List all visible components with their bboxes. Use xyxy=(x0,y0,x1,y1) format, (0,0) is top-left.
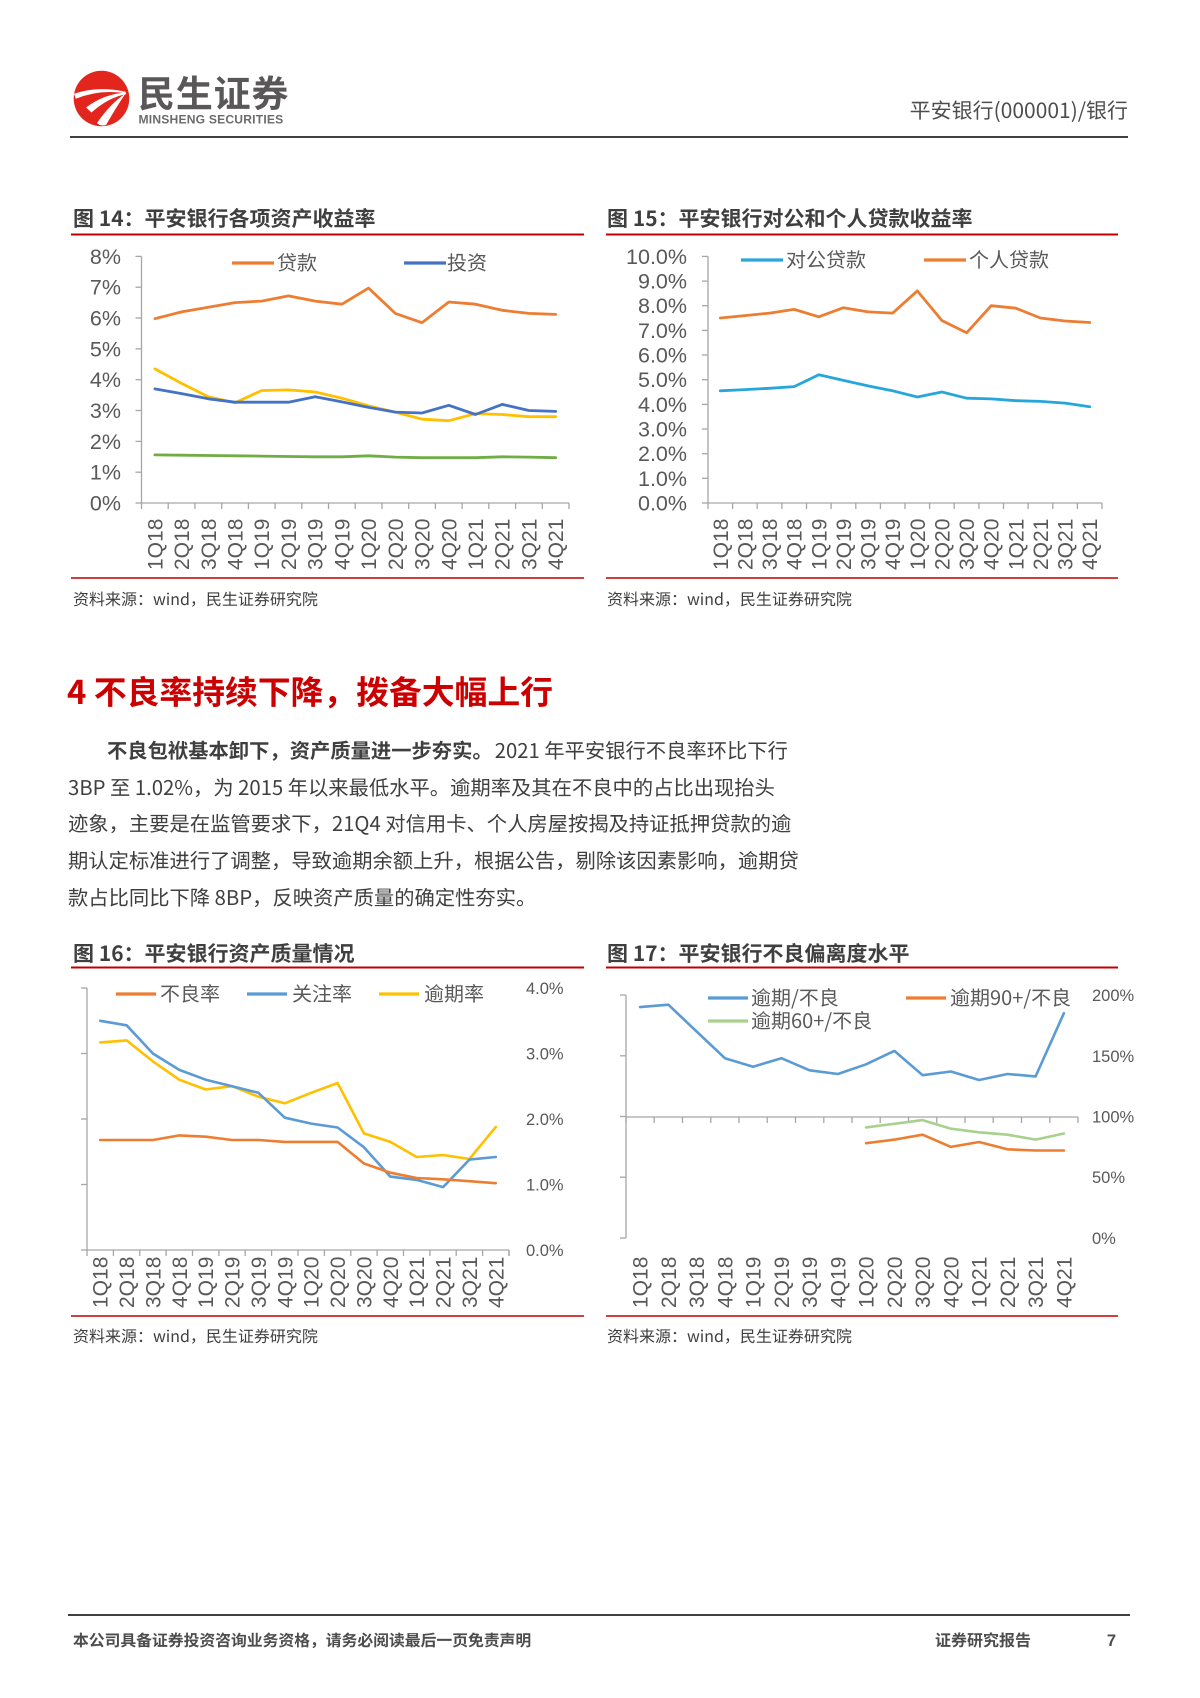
svg-text:3Q19: 3Q19 xyxy=(799,1257,822,1308)
svg-text:2Q19: 2Q19 xyxy=(278,519,301,570)
svg-text:100%: 100% xyxy=(1092,1109,1135,1127)
svg-text:4Q21: 4Q21 xyxy=(545,519,568,570)
svg-text:2Q18: 2Q18 xyxy=(116,1257,139,1308)
svg-text:4%: 4% xyxy=(90,368,121,392)
svg-text:2Q20: 2Q20 xyxy=(884,1257,907,1308)
svg-text:10.0%: 10.0% xyxy=(626,245,687,269)
svg-text:2Q20: 2Q20 xyxy=(385,519,408,570)
svg-text:1Q20: 1Q20 xyxy=(856,1257,879,1308)
svg-text:3Q18: 3Q18 xyxy=(142,1257,165,1308)
svg-text:4Q20: 4Q20 xyxy=(981,519,1004,570)
svg-text:4Q21: 4Q21 xyxy=(1079,519,1102,570)
svg-text:1%: 1% xyxy=(90,461,121,485)
svg-text:0.0%: 0.0% xyxy=(638,492,687,516)
svg-text:4Q19: 4Q19 xyxy=(882,519,905,570)
svg-text:3Q19: 3Q19 xyxy=(248,1257,271,1308)
svg-text:2Q18: 2Q18 xyxy=(734,519,757,570)
svg-text:6%: 6% xyxy=(90,307,121,331)
svg-text:1Q21: 1Q21 xyxy=(465,519,488,570)
svg-text:5%: 5% xyxy=(90,337,121,361)
svg-text:1Q18: 1Q18 xyxy=(710,519,733,570)
svg-text:4Q18: 4Q18 xyxy=(225,519,248,570)
svg-text:3Q19: 3Q19 xyxy=(305,519,328,570)
svg-text:9.0%: 9.0% xyxy=(638,270,687,294)
svg-text:1Q21: 1Q21 xyxy=(969,1257,992,1308)
svg-text:1Q19: 1Q19 xyxy=(808,519,831,570)
svg-text:3Q21: 3Q21 xyxy=(1055,519,1078,570)
svg-text:2.0%: 2.0% xyxy=(526,1111,564,1129)
svg-text:4Q21: 4Q21 xyxy=(1053,1257,1076,1308)
svg-text:2Q18: 2Q18 xyxy=(171,519,194,570)
svg-text:3Q20: 3Q20 xyxy=(956,519,979,570)
svg-text:2Q21: 2Q21 xyxy=(492,519,515,570)
svg-text:2Q19: 2Q19 xyxy=(222,1257,245,1308)
svg-text:3Q20: 3Q20 xyxy=(912,1257,935,1308)
svg-text:2Q21: 2Q21 xyxy=(1030,519,1053,570)
svg-text:1Q18: 1Q18 xyxy=(90,1257,113,1308)
svg-text:0%: 0% xyxy=(1092,1230,1116,1248)
svg-text:1Q18: 1Q18 xyxy=(144,519,167,570)
svg-text:1Q21: 1Q21 xyxy=(1005,519,1028,570)
svg-text:4Q19: 4Q19 xyxy=(827,1257,850,1308)
svg-text:1Q20: 1Q20 xyxy=(301,1257,324,1308)
svg-text:MINSHENG SECURITIES: MINSHENG SECURITIES xyxy=(139,113,284,127)
svg-text:4Q18: 4Q18 xyxy=(714,1257,737,1308)
svg-text:3Q20: 3Q20 xyxy=(353,1257,376,1308)
svg-text:1Q21: 1Q21 xyxy=(406,1257,429,1308)
svg-text:5.0%: 5.0% xyxy=(638,368,687,392)
svg-text:3Q19: 3Q19 xyxy=(858,519,881,570)
svg-text:1Q19: 1Q19 xyxy=(251,519,274,570)
svg-text:4Q19: 4Q19 xyxy=(331,519,354,570)
svg-text:1Q18: 1Q18 xyxy=(630,1257,653,1308)
svg-text:6.0%: 6.0% xyxy=(638,344,687,368)
svg-text:4Q21: 4Q21 xyxy=(485,1257,508,1308)
svg-text:7: 7 xyxy=(1107,1632,1116,1650)
svg-text:3Q21: 3Q21 xyxy=(518,519,541,570)
svg-text:2.0%: 2.0% xyxy=(638,442,687,466)
svg-text:50%: 50% xyxy=(1092,1169,1125,1187)
svg-text:4.0%: 4.0% xyxy=(638,393,687,417)
svg-text:4Q20: 4Q20 xyxy=(380,1257,403,1308)
svg-text:7.0%: 7.0% xyxy=(638,319,687,343)
svg-text:3Q21: 3Q21 xyxy=(1025,1257,1048,1308)
svg-text:3%: 3% xyxy=(90,399,121,423)
svg-text:1Q20: 1Q20 xyxy=(358,519,381,570)
svg-text:1Q20: 1Q20 xyxy=(907,519,930,570)
svg-text:4Q20: 4Q20 xyxy=(438,519,461,570)
svg-text:1Q19: 1Q19 xyxy=(195,1257,218,1308)
svg-text:2Q21: 2Q21 xyxy=(433,1257,456,1308)
svg-text:3Q20: 3Q20 xyxy=(412,519,435,570)
svg-text:3Q18: 3Q18 xyxy=(686,1257,709,1308)
svg-text:4Q18: 4Q18 xyxy=(169,1257,192,1308)
svg-text:1.0%: 1.0% xyxy=(638,467,687,491)
svg-text:3.0%: 3.0% xyxy=(638,418,687,442)
svg-text:2Q20: 2Q20 xyxy=(931,519,954,570)
svg-text:150%: 150% xyxy=(1092,1048,1135,1066)
svg-text:0%: 0% xyxy=(90,492,121,516)
svg-text:2%: 2% xyxy=(90,430,121,454)
svg-text:4Q19: 4Q19 xyxy=(274,1257,297,1308)
svg-text:2Q20: 2Q20 xyxy=(327,1257,350,1308)
svg-text:2Q21: 2Q21 xyxy=(997,1257,1020,1308)
svg-text:8%: 8% xyxy=(90,245,121,269)
svg-text:8.0%: 8.0% xyxy=(638,294,687,318)
svg-text:3.0%: 3.0% xyxy=(526,1046,564,1064)
svg-text:1.0%: 1.0% xyxy=(526,1177,564,1195)
svg-text:2Q19: 2Q19 xyxy=(771,1257,794,1308)
svg-text:3Q18: 3Q18 xyxy=(759,519,782,570)
svg-text:3Q21: 3Q21 xyxy=(459,1257,482,1308)
svg-text:4Q20: 4Q20 xyxy=(940,1257,963,1308)
svg-text:4Q18: 4Q18 xyxy=(784,519,807,570)
svg-text:7%: 7% xyxy=(90,276,121,300)
svg-text:2Q18: 2Q18 xyxy=(658,1257,681,1308)
svg-text:3Q18: 3Q18 xyxy=(198,519,221,570)
svg-text:200%: 200% xyxy=(1092,987,1135,1005)
svg-text:2Q19: 2Q19 xyxy=(833,519,856,570)
svg-text:1Q19: 1Q19 xyxy=(743,1257,766,1308)
svg-text:4.0%: 4.0% xyxy=(526,980,564,998)
svg-text:0.0%: 0.0% xyxy=(526,1242,564,1260)
